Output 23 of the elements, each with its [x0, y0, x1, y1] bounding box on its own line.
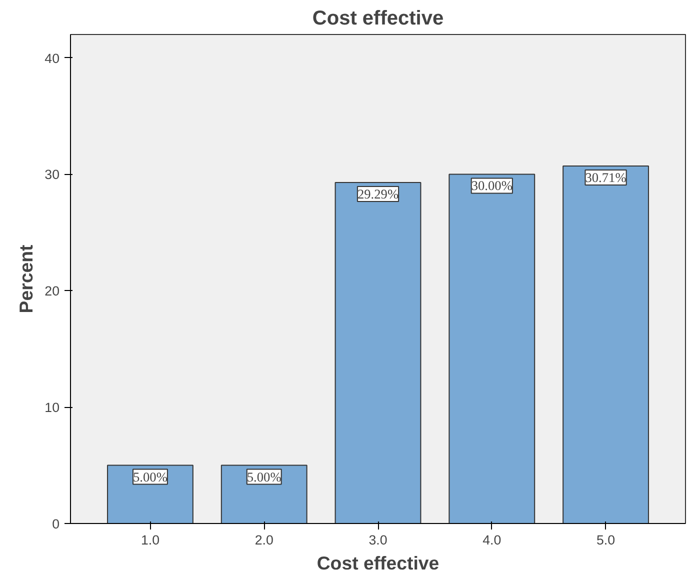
y-tick-label: 40: [44, 50, 60, 66]
x-tick-label: 4.0: [482, 532, 502, 548]
chart-title: Cost effective: [312, 8, 444, 30]
y-tick-label: 20: [44, 284, 60, 299]
y-tick-label: 10: [44, 400, 60, 416]
bar: [107, 464, 194, 524]
data-label: 5.00%: [246, 469, 282, 484]
x-tick-label: 5.0: [596, 532, 616, 548]
data-label: 5.00%: [133, 469, 168, 484]
bar: [448, 174, 536, 524]
data-label: 29.29%: [357, 186, 399, 202]
x-tick-label: 3.0: [368, 532, 388, 548]
x-tick-label: 2.0: [254, 532, 274, 548]
x-axis-title: Cost effective: [316, 552, 440, 574]
bar: [220, 464, 308, 524]
data-label: 30.00%: [471, 178, 512, 194]
y-tick-label: 0: [52, 516, 60, 532]
y-axis-title: Percent: [16, 244, 37, 314]
y-tick-label: 30: [44, 167, 60, 182]
data-label: 30.71%: [585, 170, 626, 185]
x-tick-label: 1.0: [140, 532, 160, 548]
bar: [334, 182, 422, 524]
bar: [562, 165, 649, 524]
